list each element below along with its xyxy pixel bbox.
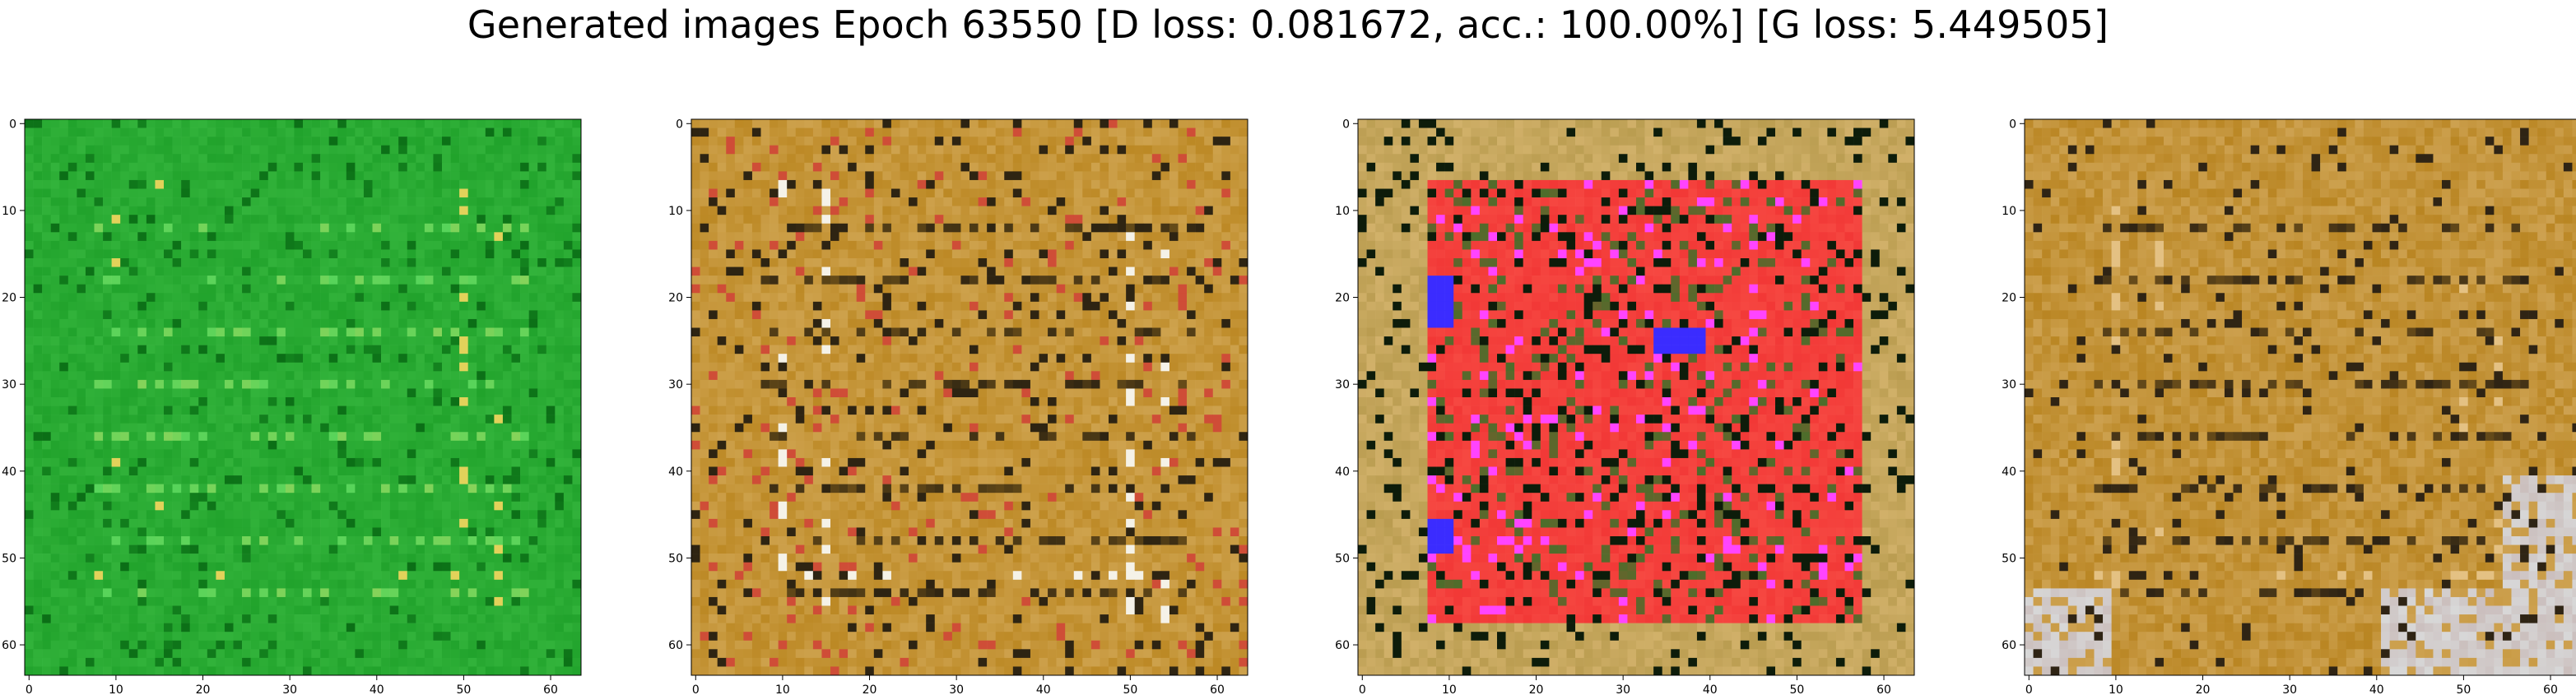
x-tick-label: 20 — [196, 683, 211, 695]
axes-frame — [24, 118, 582, 676]
y-tick-label: 0 — [676, 118, 683, 131]
x-tick-label: 10 — [1442, 683, 1457, 695]
y-tick-label: 40 — [1335, 466, 1350, 479]
x-tick-label: 40 — [2369, 683, 2384, 695]
x-tick-label: 10 — [109, 683, 123, 695]
y-tick-label: 20 — [2002, 292, 2016, 305]
y-tick-label: 30 — [2, 378, 16, 392]
x-tick-label: 40 — [370, 683, 384, 695]
x-tick-label: 50 — [456, 683, 471, 695]
x-tick-label: 20 — [2196, 683, 2211, 695]
x-tick-label: 40 — [1036, 683, 1051, 695]
y-tick-label: 0 — [9, 118, 16, 131]
y-tick-label: 0 — [1342, 118, 1350, 131]
y-tick-label: 10 — [1335, 205, 1350, 218]
x-tick-label: 60 — [2543, 683, 2558, 695]
generated-image-plot: 0 10 20 30 40 50 60 0 10 20 30 40 50 60 — [668, 118, 1248, 695]
y-tick-label: 30 — [668, 378, 683, 392]
x-tick-label: 30 — [949, 683, 964, 695]
y-tick-label: 10 — [2, 205, 16, 218]
generated-image — [691, 119, 1248, 676]
axes-frame — [2024, 118, 2576, 676]
y-tick-label: 50 — [2, 552, 16, 565]
x-tick-label: 60 — [1210, 683, 1225, 695]
x-tick-label: 40 — [1703, 683, 1718, 695]
x-tick-label: 30 — [282, 683, 297, 695]
generated-image — [1358, 119, 1915, 676]
y-tick-label: 50 — [1335, 552, 1350, 565]
x-tick-label: 60 — [543, 683, 558, 695]
y-tick-label: 40 — [668, 466, 683, 479]
y-tick-label: 50 — [668, 552, 683, 565]
generated-image — [25, 119, 582, 676]
image-panel-4: 0 10 20 30 40 50 60 0 10 20 30 40 50 60 — [2002, 118, 2576, 695]
x-tick-label: 0 — [1359, 683, 1366, 695]
x-tick-label: 50 — [2456, 683, 2471, 695]
x-tick-label: 0 — [26, 683, 33, 695]
y-tick-label: 40 — [2, 466, 16, 479]
generated-image-plot: 0 10 20 30 40 50 60 0 10 20 30 40 50 60 — [2002, 118, 2576, 695]
x-tick-label: 10 — [2109, 683, 2123, 695]
y-tick-label: 20 — [2, 292, 16, 305]
x-tick-label: 20 — [1529, 683, 1544, 695]
y-tick-label: 60 — [2002, 639, 2016, 652]
y-tick-label: 20 — [1335, 292, 1350, 305]
x-tick-label: 30 — [1616, 683, 1630, 695]
y-tick-label: 10 — [2002, 205, 2016, 218]
x-tick-label: 30 — [2282, 683, 2297, 695]
generated-image-plot: 0 10 20 30 40 50 60 0 10 20 30 40 50 60 — [2, 118, 582, 695]
axes-frame — [1357, 118, 1915, 676]
x-tick-label: 20 — [863, 683, 877, 695]
y-tick-label: 60 — [1335, 639, 1350, 652]
y-tick-label: 30 — [1335, 378, 1350, 392]
figure-title: Generated images Epoch 63550 [D loss: 0.… — [467, 2, 2109, 47]
image-panel-3: 0 10 20 30 40 50 60 0 10 20 30 40 50 60 — [1335, 118, 1915, 695]
y-tick-label: 60 — [668, 639, 683, 652]
y-tick-label: 50 — [2002, 552, 2016, 565]
axes-frame — [690, 118, 1248, 676]
image-panel-1: 0 10 20 30 40 50 60 0 10 20 30 40 50 60 — [2, 118, 582, 695]
x-tick-label: 50 — [1123, 683, 1137, 695]
x-tick-label: 0 — [2025, 683, 2033, 695]
y-tick-label: 20 — [668, 292, 683, 305]
x-tick-label: 10 — [775, 683, 790, 695]
generated-image — [2025, 119, 2576, 676]
x-tick-label: 60 — [1876, 683, 1891, 695]
y-tick-label: 10 — [668, 205, 683, 218]
image-panel-2: 0 10 20 30 40 50 60 0 10 20 30 40 50 60 — [668, 118, 1248, 695]
generated-image-plot: 0 10 20 30 40 50 60 0 10 20 30 40 50 60 — [1335, 118, 1915, 695]
y-tick-label: 40 — [2002, 466, 2016, 479]
x-tick-label: 0 — [692, 683, 700, 695]
y-tick-label: 60 — [2, 639, 16, 652]
y-tick-label: 30 — [2002, 378, 2016, 392]
x-tick-label: 50 — [1789, 683, 1804, 695]
y-tick-label: 0 — [2009, 118, 2016, 131]
